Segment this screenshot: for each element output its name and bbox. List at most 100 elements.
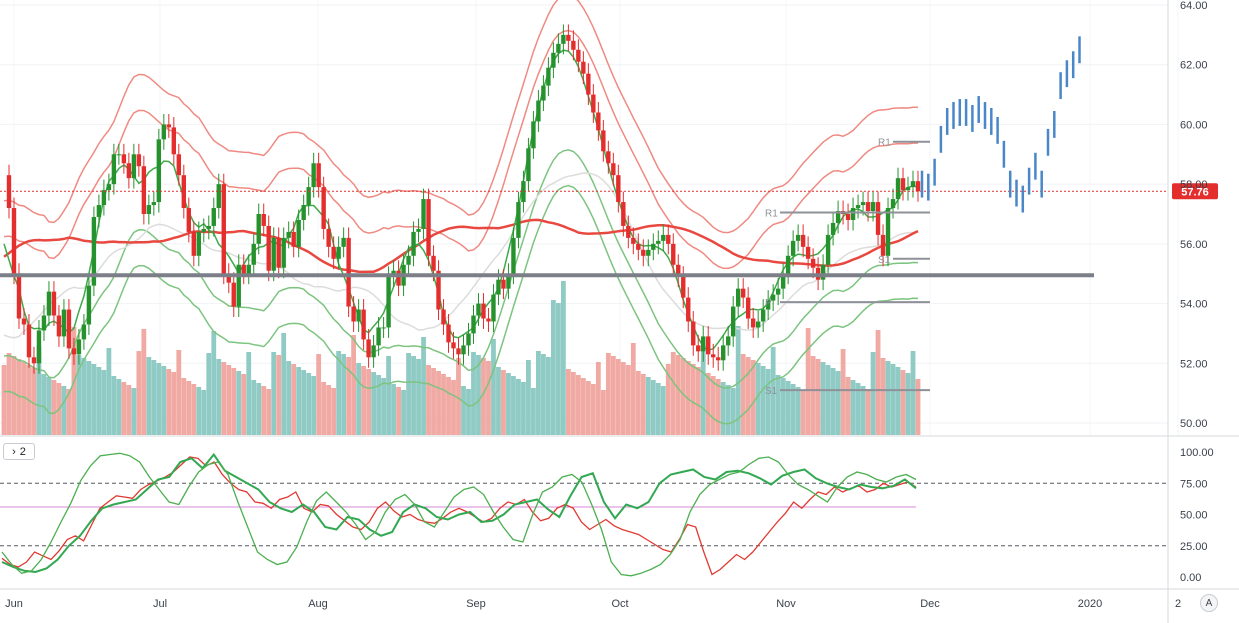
- volume-bar: [161, 366, 167, 435]
- candle-body: [151, 202, 157, 206]
- candle-body: [561, 34, 566, 44]
- time-tick-label: Oct: [611, 598, 628, 610]
- volume-bar: [645, 377, 651, 435]
- volume-bar: [401, 390, 406, 435]
- volume-bar: [76, 355, 82, 435]
- volume-bar: [191, 384, 197, 435]
- volume-bar: [336, 351, 342, 435]
- volume-bar: [381, 378, 386, 435]
- volume-bar: [890, 364, 896, 435]
- candle-body: [301, 205, 306, 220]
- volume-bar: [41, 374, 47, 435]
- candle-body: [795, 234, 801, 241]
- volume-bar: [680, 358, 686, 435]
- volume-bar: [491, 339, 496, 435]
- last-price-label: 57.76: [1181, 186, 1209, 198]
- volume-bar: [660, 386, 666, 435]
- candle-body: [176, 154, 182, 176]
- volume-bar: [516, 379, 521, 435]
- volume-bar: [585, 381, 591, 435]
- volume-bar: [775, 375, 781, 435]
- candle-body: [36, 330, 42, 364]
- candle-body: [431, 255, 436, 271]
- volume-bar: [546, 357, 551, 435]
- candle-body: [770, 294, 776, 301]
- candle-body: [416, 228, 421, 232]
- volume-bar: [96, 367, 102, 435]
- volume-bar: [615, 359, 621, 435]
- candle-body: [261, 214, 266, 226]
- volume-bar: [271, 352, 277, 435]
- volume-bar: [211, 331, 217, 435]
- volume-bar: [795, 387, 801, 435]
- candle-body: [521, 181, 526, 203]
- candle-body: [166, 124, 172, 128]
- candle-body: [286, 231, 291, 238]
- candle-body: [750, 318, 756, 328]
- osc-series-line: [1, 452, 917, 577]
- candle-body: [101, 190, 107, 206]
- candle-body: [631, 237, 636, 244]
- candle-body: [136, 154, 142, 167]
- pivot-level-label: R1: [765, 209, 778, 220]
- volume-bar: [880, 358, 886, 435]
- candle-body: [366, 339, 371, 358]
- candle-body: [491, 294, 496, 322]
- candle-body: [31, 357, 37, 364]
- candle-body: [526, 148, 531, 182]
- candle-body: [156, 139, 162, 203]
- candle-body: [76, 339, 82, 355]
- candle-body: [676, 264, 681, 277]
- candle-body: [641, 249, 646, 256]
- candle-body: [221, 184, 226, 274]
- volume-bar: [730, 388, 736, 435]
- candle-body: [81, 324, 87, 340]
- volume-bar: [121, 382, 127, 435]
- candle-body: [875, 202, 881, 235]
- volume-bar: [690, 364, 696, 435]
- volume-bar: [206, 353, 212, 435]
- candle-body: [41, 315, 47, 331]
- volume-bar: [231, 368, 237, 435]
- candle-body: [701, 336, 706, 352]
- volume-bar: [511, 376, 516, 435]
- volume-bar: [66, 389, 72, 435]
- grid-lines: [0, 0, 1179, 435]
- candle-body: [421, 199, 426, 229]
- volume-bar: [111, 376, 117, 435]
- candle-body: [885, 208, 891, 256]
- candle-body: [216, 184, 221, 209]
- pivot-level-label: P: [765, 298, 772, 309]
- candle-body: [61, 309, 67, 337]
- envelope-line: [3, 149, 919, 389]
- volume-bar: [136, 351, 142, 435]
- candle-body: [516, 202, 521, 238]
- auto-scale-button[interactable]: A: [1200, 594, 1218, 612]
- volume-bar: [91, 364, 97, 435]
- volume-bar: [555, 303, 561, 435]
- candle-body: [541, 85, 546, 101]
- candle-body: [696, 345, 701, 352]
- osc-tick-label: 0.00: [1180, 572, 1201, 584]
- pane-collapse-button[interactable]: › 2: [3, 443, 35, 460]
- volume-bar: [306, 373, 312, 435]
- price-bands: [3, 0, 919, 425]
- volume-bar: [595, 362, 601, 435]
- candle-body: [586, 73, 591, 95]
- volume-bar: [371, 372, 376, 435]
- volume-bar: [910, 351, 916, 435]
- candle-body: [845, 214, 851, 220]
- candle-body: [581, 61, 586, 74]
- osc-tick-label: 100.00: [1180, 447, 1214, 459]
- candle-body: [201, 228, 206, 232]
- volume-bar: [560, 281, 566, 435]
- volume-bar: [331, 388, 337, 435]
- volume-bar: [286, 361, 292, 435]
- volume-bar: [391, 384, 396, 435]
- candle-body: [740, 288, 746, 298]
- volume-bar: [116, 379, 122, 435]
- volume-bar: [521, 382, 526, 435]
- price-tick-label: 64.00: [1180, 0, 1208, 12]
- candle-body: [241, 264, 246, 274]
